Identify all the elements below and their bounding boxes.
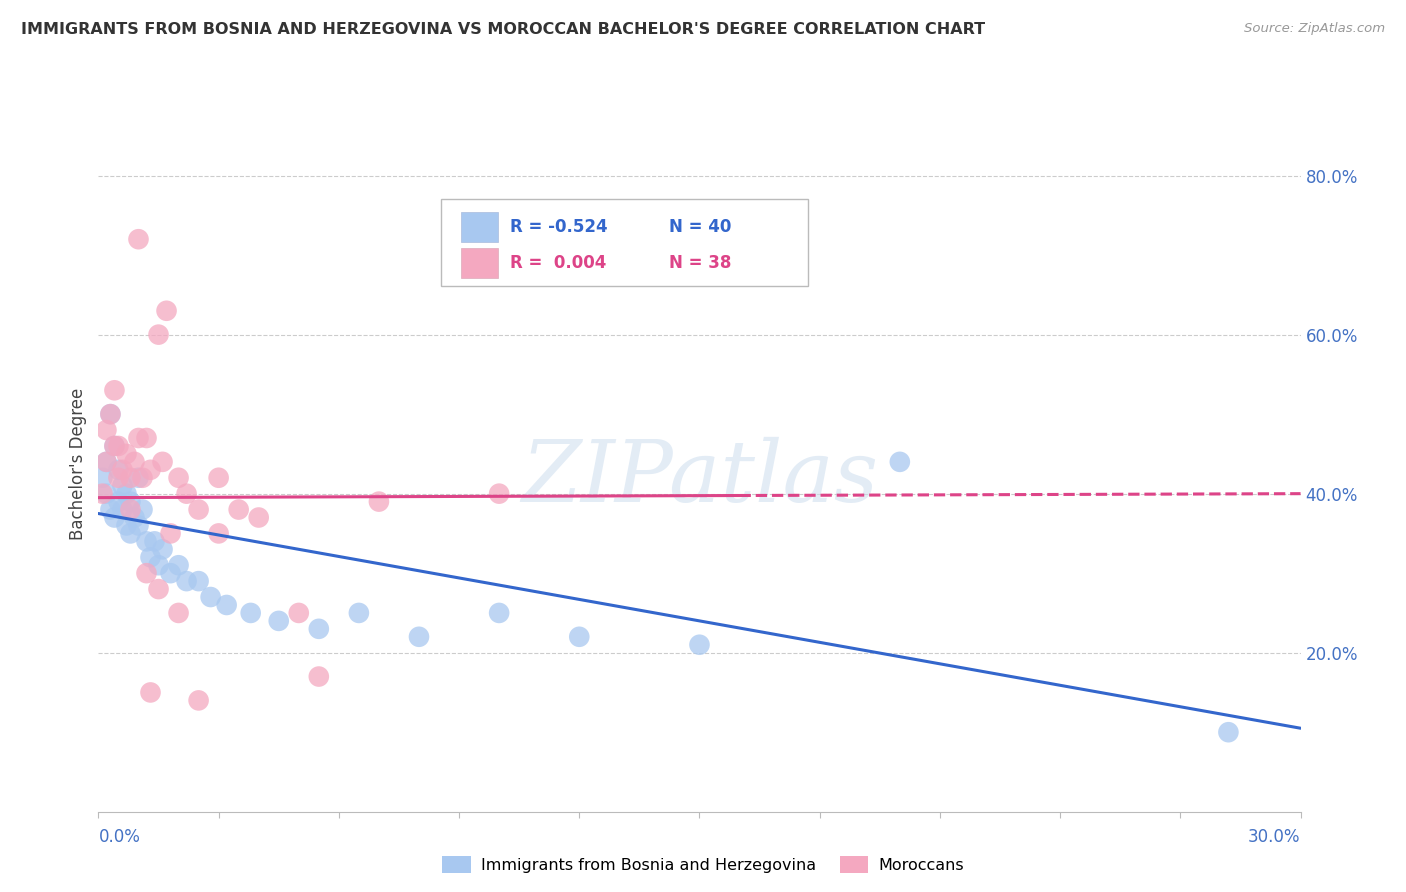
- Point: [1218, 725, 1240, 739]
- Point: [267, 614, 290, 628]
- Point: [148, 558, 170, 573]
- Point: [159, 566, 181, 581]
- Text: IMMIGRANTS FROM BOSNIA AND HERZEGOVINA VS MOROCCAN BACHELOR'S DEGREE CORRELATION: IMMIGRANTS FROM BOSNIA AND HERZEGOVINA V…: [21, 22, 986, 37]
- Point: [103, 384, 125, 398]
- Text: ZIPatlas: ZIPatlas: [520, 436, 879, 519]
- Point: [135, 534, 157, 549]
- Point: [889, 455, 911, 469]
- Point: [159, 526, 181, 541]
- Point: [107, 494, 129, 508]
- Text: 0.0%: 0.0%: [98, 828, 141, 846]
- Point: [408, 630, 430, 644]
- Text: Source: ZipAtlas.com: Source: ZipAtlas.com: [1244, 22, 1385, 36]
- Text: R = -0.524: R = -0.524: [509, 218, 607, 235]
- Point: [91, 471, 114, 485]
- Point: [124, 510, 146, 524]
- Point: [135, 431, 157, 445]
- Point: [239, 606, 262, 620]
- Point: [139, 685, 162, 699]
- Point: [100, 502, 122, 516]
- Point: [120, 502, 142, 516]
- Point: [131, 471, 153, 485]
- Point: [120, 471, 142, 485]
- Point: [96, 486, 118, 500]
- Text: N = 40: N = 40: [669, 218, 731, 235]
- Point: [103, 439, 125, 453]
- Point: [128, 518, 150, 533]
- Point: [115, 486, 138, 500]
- Point: [131, 502, 153, 516]
- Text: N = 38: N = 38: [669, 254, 731, 272]
- Point: [308, 622, 330, 636]
- Point: [368, 494, 391, 508]
- Point: [347, 606, 370, 620]
- Point: [215, 598, 238, 612]
- Point: [139, 463, 162, 477]
- FancyBboxPatch shape: [441, 200, 807, 286]
- Point: [187, 502, 209, 516]
- Point: [103, 439, 125, 453]
- Legend: Immigrants from Bosnia and Herzegovina, Moroccans: Immigrants from Bosnia and Herzegovina, …: [436, 849, 970, 880]
- Point: [167, 558, 190, 573]
- Point: [152, 455, 174, 469]
- Point: [135, 566, 157, 581]
- Point: [103, 510, 125, 524]
- Point: [91, 486, 114, 500]
- FancyBboxPatch shape: [461, 212, 498, 242]
- Point: [111, 463, 134, 477]
- Point: [115, 518, 138, 533]
- Point: [128, 232, 150, 246]
- Point: [107, 471, 129, 485]
- Text: 30.0%: 30.0%: [1249, 828, 1301, 846]
- Point: [247, 510, 270, 524]
- Point: [128, 471, 150, 485]
- Point: [187, 574, 209, 588]
- Point: [488, 486, 510, 500]
- Point: [111, 502, 134, 516]
- Point: [143, 534, 166, 549]
- Point: [115, 447, 138, 461]
- Point: [187, 693, 209, 707]
- Point: [96, 423, 118, 437]
- Point: [155, 303, 177, 318]
- FancyBboxPatch shape: [461, 248, 498, 277]
- Point: [124, 455, 146, 469]
- Point: [200, 590, 222, 604]
- Point: [148, 582, 170, 596]
- Point: [167, 471, 190, 485]
- Point: [107, 463, 129, 477]
- Point: [488, 606, 510, 620]
- Point: [96, 455, 118, 469]
- Point: [568, 630, 591, 644]
- Point: [107, 439, 129, 453]
- Point: [100, 407, 122, 421]
- Point: [167, 606, 190, 620]
- Point: [96, 455, 118, 469]
- Point: [208, 471, 231, 485]
- Point: [176, 574, 198, 588]
- Y-axis label: Bachelor's Degree: Bachelor's Degree: [69, 388, 87, 540]
- Text: R =  0.004: R = 0.004: [509, 254, 606, 272]
- Point: [139, 550, 162, 565]
- Point: [228, 502, 250, 516]
- Point: [152, 542, 174, 557]
- Point: [120, 526, 142, 541]
- Point: [176, 486, 198, 500]
- Point: [120, 494, 142, 508]
- Point: [148, 327, 170, 342]
- Point: [688, 638, 710, 652]
- Point: [208, 526, 231, 541]
- Point: [288, 606, 311, 620]
- Point: [128, 431, 150, 445]
- Point: [308, 669, 330, 683]
- Point: [100, 407, 122, 421]
- Point: [111, 479, 134, 493]
